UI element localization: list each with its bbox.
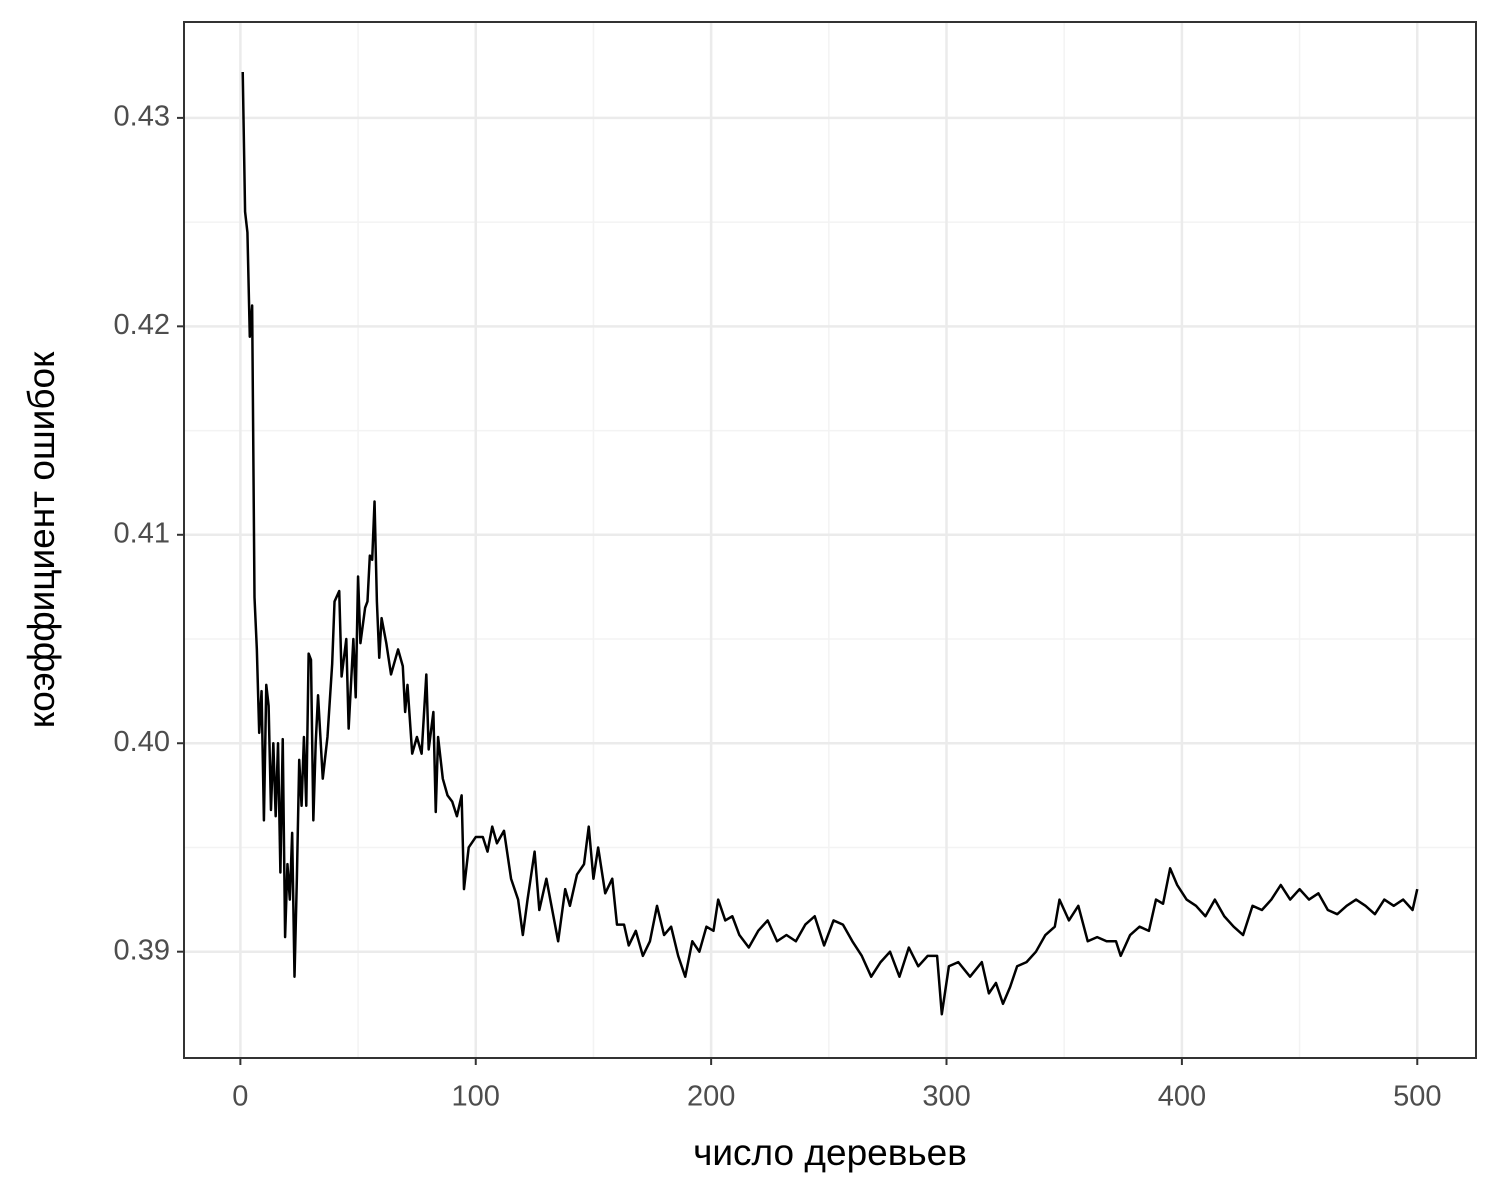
y-axis-title: коэффициент ошибок (21, 351, 62, 728)
y-tick-label: 0.40 (114, 726, 170, 758)
x-axis-title: число деревьев (693, 1132, 967, 1173)
axes: 0 100 200 300 400 500 0.39 0.40 0.41 0.42 0.43 (114, 101, 1442, 1113)
y-tick-label: 0.41 (114, 517, 170, 549)
x-tick-label: 200 (687, 1081, 735, 1113)
plot (241, 72, 1419, 1016)
y-tick-label: 0.43 (114, 101, 170, 133)
data-line (241, 72, 1419, 1016)
y-tick-label: 0.39 (114, 934, 170, 966)
x-tick-label: 300 (922, 1081, 970, 1113)
x-tick-label: 0 (232, 1081, 248, 1113)
x-tick-label: 100 (452, 1081, 500, 1113)
x-tick-label: 400 (1158, 1081, 1206, 1113)
y-tick-label: 0.42 (114, 309, 170, 341)
panel-border (183, 21, 1477, 1059)
grid (184, 22, 1476, 1058)
x-tick-label: 500 (1393, 1081, 1441, 1113)
